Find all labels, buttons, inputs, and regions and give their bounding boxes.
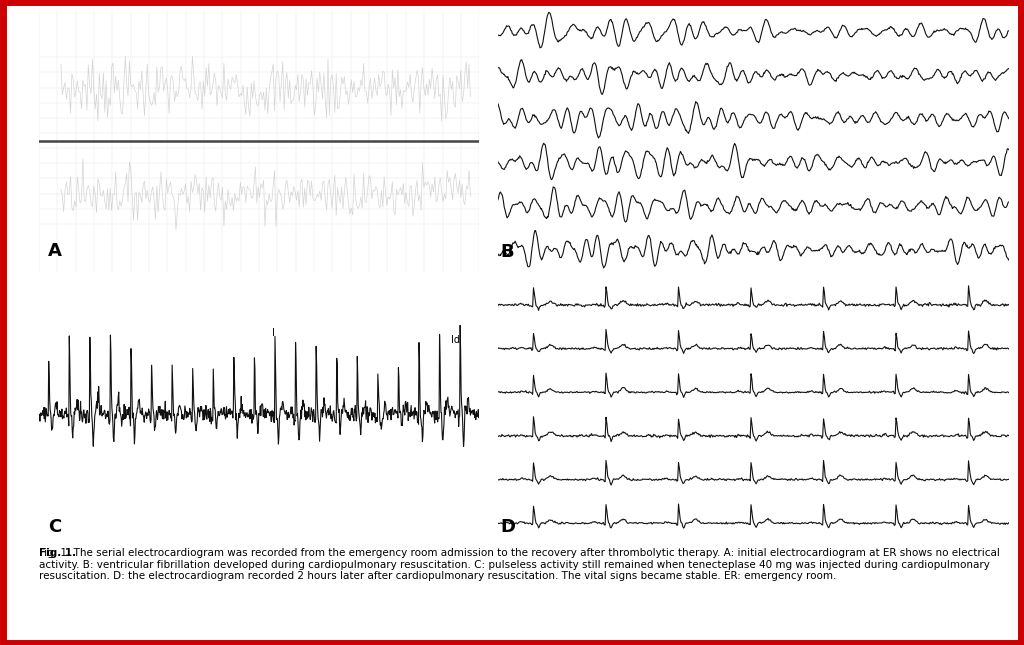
Text: Fig. 1. The serial electrocardiogram was recorded from the emergency room admiss: Fig. 1. The serial electrocardiogram was… bbox=[39, 548, 999, 581]
Text: D: D bbox=[500, 518, 515, 536]
Text: B: B bbox=[500, 243, 514, 261]
Text: I: I bbox=[272, 328, 275, 337]
Text: C: C bbox=[48, 518, 61, 536]
Text: A: A bbox=[48, 242, 61, 260]
Text: Id: Id bbox=[451, 335, 460, 345]
Text: Fig. 1.: Fig. 1. bbox=[39, 548, 76, 559]
